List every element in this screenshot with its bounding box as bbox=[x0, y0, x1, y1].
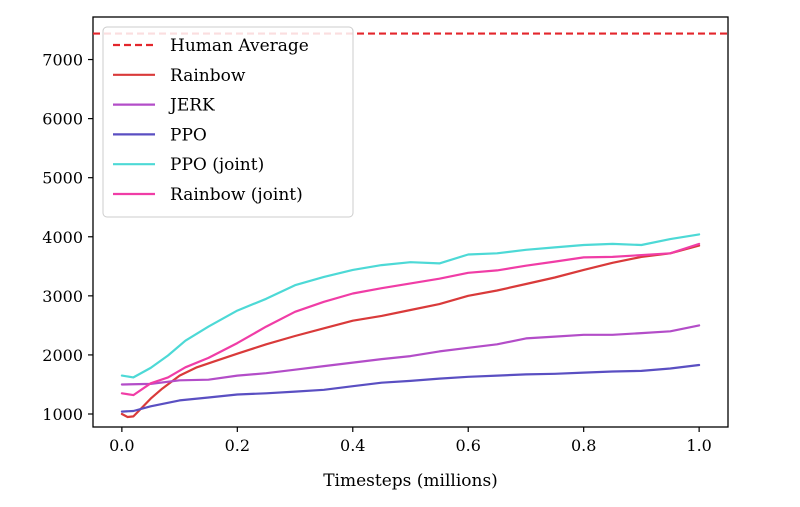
y-tick-label: 7000 bbox=[42, 51, 83, 70]
x-tick-label: 1.0 bbox=[686, 436, 711, 455]
series-line-3 bbox=[120, 233, 701, 379]
y-tick-label: 6000 bbox=[42, 110, 83, 129]
series-line-1 bbox=[120, 324, 701, 386]
legend-label: JERK bbox=[168, 96, 215, 116]
legend-label: Rainbow bbox=[170, 66, 246, 86]
x-tick-label: 0.6 bbox=[456, 436, 481, 455]
x-tick-label: 0.0 bbox=[109, 436, 134, 455]
series-line-0 bbox=[120, 244, 701, 419]
series-group bbox=[120, 233, 701, 419]
x-tick-label: 0.2 bbox=[225, 436, 250, 455]
x-tick-label: 0.8 bbox=[571, 436, 596, 455]
series-line-4 bbox=[120, 242, 701, 397]
legend-label: PPO (joint) bbox=[170, 155, 264, 175]
y-tick-label: 4000 bbox=[42, 228, 83, 247]
legend-items: Human Average Rainbow JERK PPO PPO (joint) Ra… bbox=[113, 36, 309, 205]
y-axis-ticks: 1000 2000 3000 4000 5000 6000 7000 bbox=[42, 51, 93, 424]
y-tick-label: 5000 bbox=[42, 169, 83, 188]
x-axis-ticks: 0.0 0.2 0.4 0.6 0.8 1.0 bbox=[109, 427, 712, 455]
legend: Human Average Rainbow JERK PPO PPO (joint) Ra… bbox=[102, 26, 354, 218]
x-axis-title: Timesteps (millions) bbox=[323, 471, 498, 491]
legend-label: Rainbow (joint) bbox=[170, 185, 303, 205]
legend-box bbox=[102, 26, 354, 218]
x-tick-label: 0.4 bbox=[340, 436, 365, 455]
legend-label: PPO bbox=[170, 125, 207, 145]
y-tick-label: 2000 bbox=[42, 346, 83, 365]
series-line-2 bbox=[120, 363, 701, 413]
y-tick-label: 1000 bbox=[42, 405, 83, 424]
legend-label: Human Average bbox=[170, 36, 309, 56]
y-tick-label: 3000 bbox=[42, 287, 83, 306]
